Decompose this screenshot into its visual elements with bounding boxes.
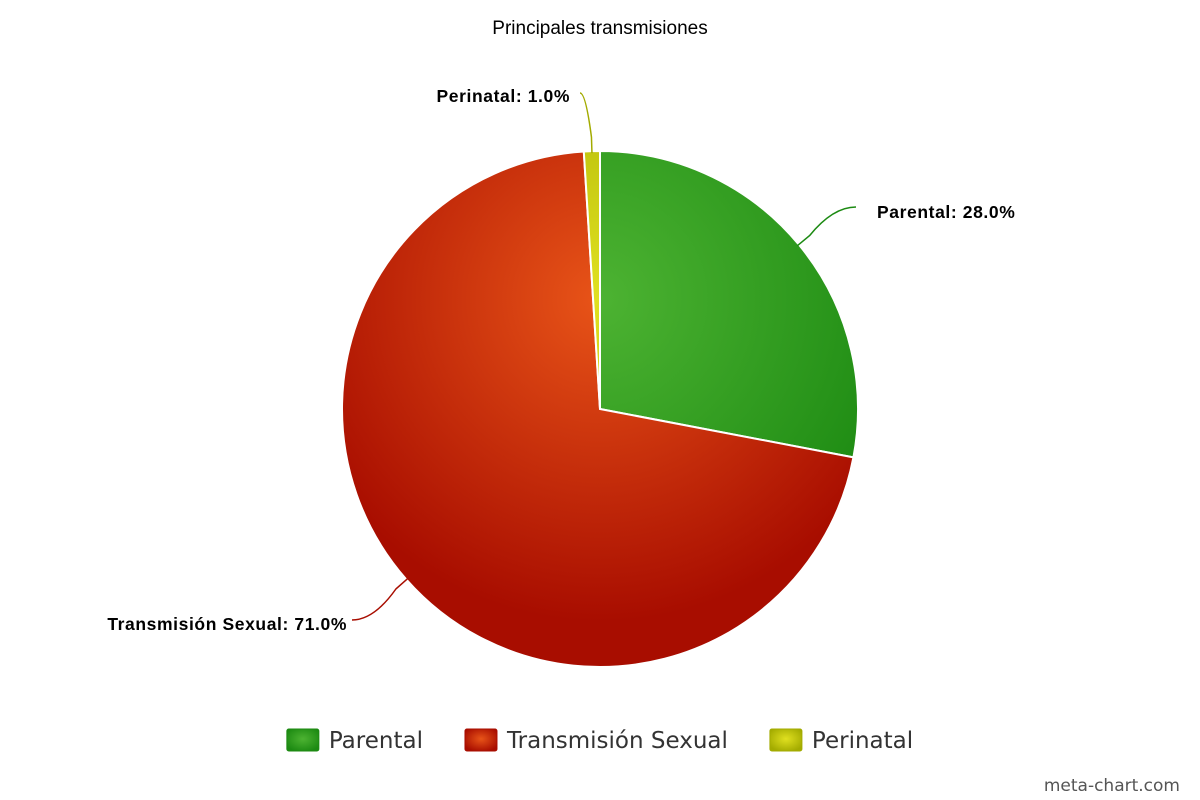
data-labels: Parental: 28.0% Transmisión Sexual: 71.0%… — [107, 86, 1015, 634]
legend-swatch-parental — [286, 728, 320, 752]
data-label-connector-perinatal — [579, 92, 593, 154]
legend-item-parental[interactable]: Parental — [286, 728, 423, 754]
data-label-parental: Parental: 28.0% — [877, 202, 1015, 222]
pie-slice-parental[interactable] — [599, 150, 859, 459]
data-label-perinatal: Perinatal: 1.0% — [437, 86, 571, 106]
legend-swatch-perinatal — [769, 728, 803, 752]
legend-label-transmision-sexual: Transmisión Sexual — [506, 728, 728, 754]
pie-slices — [341, 150, 859, 668]
legend-label-parental: Parental — [329, 728, 423, 754]
data-label-connector-parental — [796, 206, 857, 247]
legend-swatch-transmision-sexual — [464, 728, 498, 752]
legend: Parental Transmisión Sexual Perinatal — [286, 728, 913, 754]
legend-item-transmision-sexual[interactable]: Transmisión Sexual — [464, 728, 728, 754]
legend-label-perinatal: Perinatal — [812, 728, 913, 754]
chart-title: Principales transmisiones — [492, 18, 707, 39]
data-label-transmision-sexual: Transmisión Sexual: 71.0% — [107, 614, 347, 634]
legend-item-perinatal[interactable]: Perinatal — [769, 728, 913, 754]
watermark: meta-chart.com — [1044, 776, 1180, 796]
data-label-connector-transmision-sexual — [351, 577, 409, 621]
